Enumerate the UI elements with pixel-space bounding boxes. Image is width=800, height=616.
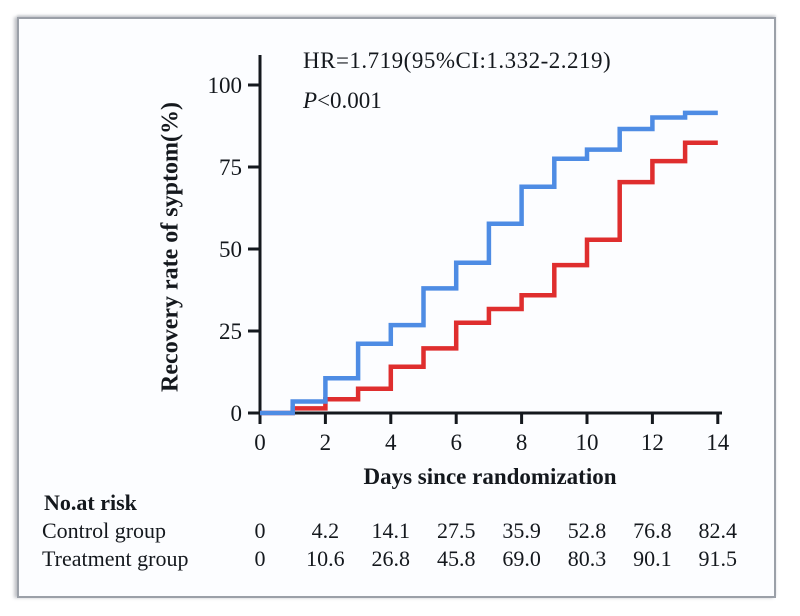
y-tick-label: 0	[231, 401, 243, 426]
p-value-text: <0.001	[317, 88, 382, 113]
risk-value: 52.8	[567, 518, 607, 543]
risk-value: 14.1	[371, 518, 411, 543]
risk-value: 26.8	[371, 546, 411, 571]
x-tick-label: 14	[706, 430, 730, 455]
risk-value: 82.4	[698, 518, 738, 543]
y-tick-label: 75	[219, 155, 242, 180]
risk-value: 80.3	[567, 546, 607, 571]
x-axis-title: Days since randomization	[363, 464, 617, 489]
risk-row-label: Control group	[42, 518, 167, 543]
risk-value: 4.2	[311, 518, 340, 543]
risk-value: 0	[254, 546, 266, 571]
risk-row-label: Treatment group	[42, 546, 189, 571]
risk-table-title: No.at risk	[44, 490, 137, 515]
risk-value: 91.5	[698, 546, 738, 571]
y-tick-label: 25	[219, 319, 242, 344]
risk-value: 69.0	[502, 546, 541, 571]
figure-card	[17, 17, 776, 598]
y-axis-title: Recovery rate of syptom(%)	[157, 102, 184, 392]
risk-value: 90.1	[633, 546, 672, 571]
x-tick-label: 6	[450, 430, 462, 455]
treatment-series-line	[260, 110, 718, 416]
x-tick-label: 0	[254, 430, 266, 455]
risk-value: 35.9	[502, 518, 541, 543]
control-series-line	[260, 140, 718, 416]
y-tick-label: 100	[208, 73, 243, 98]
risk-value: 45.8	[436, 546, 476, 571]
risk-value: 0	[254, 518, 266, 543]
hr-annotation: HR=1.719(95%CI:1.332-2.219)	[303, 48, 612, 73]
x-tick-label: 10	[576, 430, 599, 455]
x-tick-label: 12	[641, 430, 664, 455]
risk-value: 76.8	[633, 518, 672, 543]
y-tick-label: 50	[219, 237, 242, 262]
risk-value: 27.5	[436, 518, 476, 543]
x-tick-label: 2	[320, 430, 332, 455]
risk-value: 10.6	[306, 546, 345, 571]
p-value-annotation: P<0.001	[303, 88, 382, 114]
p-label: P	[303, 88, 318, 113]
x-tick-label: 4	[385, 430, 397, 455]
x-tick-label: 8	[516, 430, 528, 455]
